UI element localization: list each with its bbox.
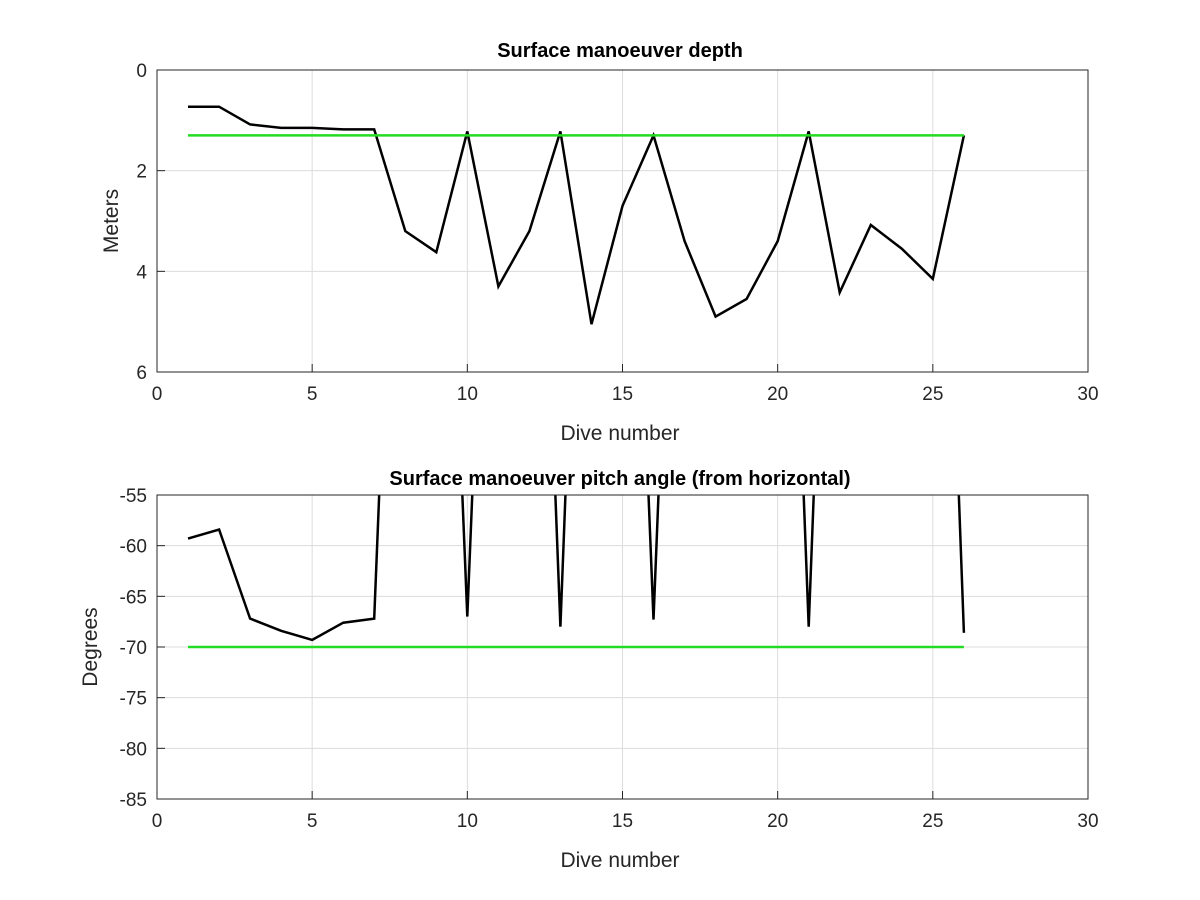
y-tick-label: -65 [120, 587, 147, 608]
chart-title: Surface manoeuver depth [497, 40, 743, 62]
axes-box [156, 69, 1089, 373]
x-tick-labels: 0 5 10 15 20 25 30 [152, 811, 1099, 832]
x-tick-label: 0 [152, 811, 163, 832]
data-series-line [188, 105, 966, 325]
y-tick-labels: 0 2 4 6 [136, 61, 147, 384]
y-axis-label: Degrees [79, 607, 102, 686]
x-tick-labels: 0 5 10 15 20 25 30 [152, 384, 1099, 405]
x-tick-label: 20 [767, 384, 788, 405]
y-tick-labels: -55 -60 -65 -70 -75 -80 -85 [120, 486, 147, 811]
x-tick-label: 15 [612, 811, 633, 832]
x-tick-label: 30 [1077, 811, 1098, 832]
x-tick-label: 20 [767, 811, 788, 832]
x-tick-label: 30 [1077, 384, 1098, 405]
depth-chart: 0 5 10 15 20 25 30 0 2 4 6 Surface manoeuver dept… [100, 40, 1099, 445]
chart-title: Surface manoeuver pitch angle (from hori… [389, 468, 850, 490]
y-tick-label: -85 [120, 790, 147, 811]
x-tick-label: 10 [457, 811, 478, 832]
x-tick-label: 0 [152, 384, 163, 405]
y-axis-label: Meters [100, 189, 123, 253]
series-lines [187, 495, 966, 649]
data-series-line [187, 495, 966, 642]
x-tick-label: 5 [307, 811, 318, 832]
axes-box [156, 494, 1089, 800]
series-lines [188, 105, 966, 325]
y-tick-label: -80 [120, 739, 147, 760]
x-axis-label: Dive number [560, 422, 679, 445]
x-tick-label: 10 [457, 384, 478, 405]
y-tick-label: -75 [120, 689, 147, 710]
y-tick-label: 0 [136, 61, 147, 82]
y-tick-label: -70 [120, 638, 147, 659]
y-tick-label: 4 [136, 262, 147, 283]
x-axis-label: Dive number [560, 849, 679, 872]
x-tick-label: 25 [922, 811, 943, 832]
pitch-angle-chart: 0 5 10 15 20 25 30 -55 -60 -65 -70 -75 -80 -85 Surfa… [79, 468, 1099, 872]
y-tick-label: 2 [136, 162, 147, 183]
x-tick-label: 15 [612, 384, 633, 405]
y-tick-label: -60 [120, 537, 147, 558]
x-tick-label: 5 [307, 384, 318, 405]
y-tick-label: 6 [136, 363, 147, 384]
x-tick-label: 25 [922, 384, 943, 405]
y-tick-label: -55 [120, 486, 147, 507]
grid [156, 69, 1089, 373]
